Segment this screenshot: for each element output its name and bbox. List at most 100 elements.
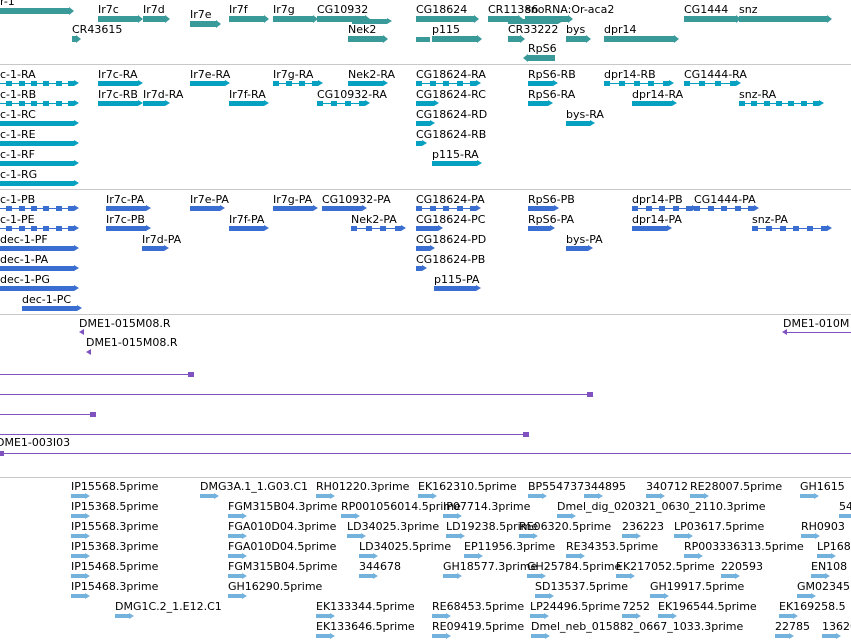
est-glyph[interactable]	[674, 534, 688, 538]
exon-block[interactable]	[721, 206, 727, 211]
feature-glyph[interactable]	[739, 16, 827, 22]
est-glyph[interactable]	[443, 574, 457, 578]
feature-glyph[interactable]	[604, 36, 674, 42]
exon-block[interactable]	[286, 81, 292, 86]
est-glyph[interactable]	[584, 494, 598, 498]
feature-glyph[interactable]	[632, 226, 667, 231]
exon-block[interactable]	[56, 101, 62, 106]
exon-block[interactable]	[748, 206, 754, 211]
exon-block[interactable]	[43, 206, 49, 211]
feature-glyph[interactable]	[416, 246, 430, 251]
exon-block[interactable]	[788, 101, 794, 106]
clone-line[interactable]	[0, 394, 587, 395]
feature-glyph[interactable]	[190, 81, 225, 86]
feature-glyph[interactable]	[566, 246, 588, 251]
exon-block[interactable]	[673, 206, 679, 211]
est-glyph[interactable]	[71, 514, 85, 518]
feature-glyph[interactable]	[508, 36, 520, 42]
feature-glyph[interactable]	[106, 226, 146, 231]
exon-block[interactable]	[708, 206, 714, 211]
est-glyph[interactable]	[811, 574, 825, 578]
exon-block[interactable]	[19, 206, 25, 211]
est-glyph[interactable]	[359, 574, 373, 578]
exon-block[interactable]	[68, 81, 74, 86]
feature-glyph[interactable]	[229, 226, 264, 231]
feature-glyph[interactable]	[348, 81, 383, 86]
feature-glyph[interactable]	[488, 16, 518, 22]
est-glyph[interactable]	[71, 574, 85, 578]
feature-glyph[interactable]	[352, 19, 387, 24]
exon-block[interactable]	[299, 81, 305, 86]
feature-glyph[interactable]	[416, 226, 438, 231]
exon-block[interactable]	[793, 226, 799, 231]
est-glyph[interactable]	[530, 614, 544, 618]
est-glyph[interactable]	[721, 574, 735, 578]
exon-block[interactable]	[366, 226, 372, 231]
est-glyph[interactable]	[443, 514, 457, 518]
exon-block[interactable]	[56, 206, 62, 211]
exon-block[interactable]	[56, 226, 62, 231]
exon-block[interactable]	[6, 206, 12, 211]
feature-glyph[interactable]	[508, 19, 558, 24]
feature-glyph[interactable]	[322, 206, 362, 211]
feature-glyph[interactable]	[348, 36, 383, 42]
est-glyph[interactable]	[646, 494, 660, 498]
exon-block[interactable]	[416, 206, 422, 211]
feature-glyph[interactable]	[229, 101, 264, 106]
exon-block[interactable]	[312, 81, 318, 86]
est-glyph[interactable]	[775, 634, 789, 638]
exon-block[interactable]	[659, 206, 665, 211]
feature-glyph[interactable]	[143, 16, 165, 22]
exon-block[interactable]	[443, 81, 449, 86]
exon-block[interactable]	[813, 101, 819, 106]
est-glyph[interactable]	[418, 494, 432, 498]
feature-glyph[interactable]	[416, 141, 422, 146]
est-glyph[interactable]	[822, 634, 836, 638]
exon-block[interactable]	[715, 81, 721, 86]
exon-block[interactable]	[619, 81, 625, 86]
feature-glyph[interactable]	[98, 81, 138, 86]
feature-glyph[interactable]	[0, 141, 74, 146]
est-glyph[interactable]	[228, 514, 242, 518]
est-glyph[interactable]	[228, 534, 242, 538]
feature-glyph[interactable]	[0, 121, 74, 126]
feature-glyph[interactable]	[566, 36, 586, 42]
exon-block[interactable]	[699, 81, 705, 86]
feature-glyph[interactable]	[273, 16, 313, 22]
feature-glyph[interactable]	[416, 266, 422, 271]
exon-block[interactable]	[31, 81, 37, 86]
feature-glyph[interactable]	[416, 16, 474, 22]
feature-glyph[interactable]	[0, 286, 74, 291]
est-glyph[interactable]	[616, 574, 630, 578]
exon-block[interactable]	[735, 206, 741, 211]
feature-glyph[interactable]	[528, 81, 553, 86]
exon-block[interactable]	[68, 226, 74, 231]
feature-glyph[interactable]	[0, 181, 74, 186]
est-glyph[interactable]	[200, 494, 214, 498]
exon-block[interactable]	[68, 206, 74, 211]
exon-block[interactable]	[430, 81, 436, 86]
feature-glyph[interactable]	[416, 121, 430, 126]
exon-block[interactable]	[632, 206, 638, 211]
exon-block[interactable]	[31, 101, 37, 106]
feature-glyph[interactable]	[98, 16, 138, 22]
est-glyph[interactable]	[622, 614, 636, 618]
est-glyph[interactable]	[797, 594, 811, 598]
exon-block[interactable]	[776, 101, 782, 106]
est-glyph[interactable]	[690, 494, 704, 498]
feature-glyph[interactable]	[684, 16, 736, 22]
exon-block[interactable]	[380, 226, 386, 231]
feature-glyph[interactable]	[528, 206, 554, 211]
exon-block[interactable]	[751, 101, 757, 106]
feature-glyph[interactable]	[143, 101, 165, 106]
est-glyph[interactable]	[464, 554, 478, 558]
est-glyph[interactable]	[71, 554, 85, 558]
exon-block[interactable]	[663, 81, 669, 86]
est-glyph[interactable]	[115, 614, 129, 618]
clone-line[interactable]	[0, 434, 523, 435]
feature-glyph[interactable]	[432, 36, 477, 42]
feature-glyph[interactable]	[229, 16, 264, 22]
est-glyph[interactable]	[71, 494, 85, 498]
feature-glyph[interactable]	[273, 206, 313, 211]
